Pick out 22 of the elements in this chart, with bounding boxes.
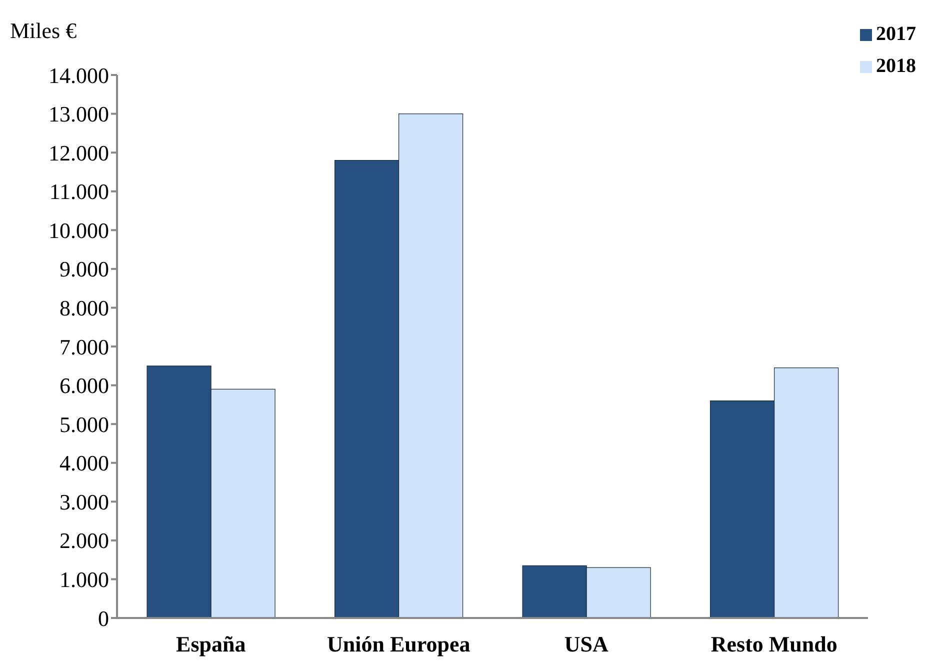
y-tick-label: 6.000 xyxy=(60,373,109,398)
y-tick-label: 14.000 xyxy=(48,62,109,88)
y-tick-label: 9.000 xyxy=(60,256,109,282)
x-tick-label: USA xyxy=(564,632,608,657)
y-tick-label: 8.000 xyxy=(60,296,109,321)
x-tick-label: Resto Mundo xyxy=(710,632,838,657)
y-tick-label: 3.000 xyxy=(60,489,109,514)
y-tick-label: 5.000 xyxy=(60,412,109,437)
legend-label: 2018 xyxy=(876,55,916,77)
y-tick-label: 4.000 xyxy=(60,450,109,476)
y-tick-label: 13.000 xyxy=(48,102,109,127)
y-tick-label: 0 xyxy=(98,606,109,631)
y-tick-label: 7.000 xyxy=(60,334,109,360)
x-tick-label: Unión Europea xyxy=(327,632,470,657)
y-tick-label: 11.000 xyxy=(49,179,109,204)
x-tick-label: España xyxy=(176,632,246,657)
y-axis-title: Miles € xyxy=(10,18,77,44)
legend-label: 2017 xyxy=(876,23,916,45)
y-tick-label: 10.000 xyxy=(48,218,109,243)
y-tick-label: 12.000 xyxy=(48,140,109,166)
y-tick-label: 1.000 xyxy=(60,567,109,592)
y-tick-label: 2.000 xyxy=(60,528,109,554)
